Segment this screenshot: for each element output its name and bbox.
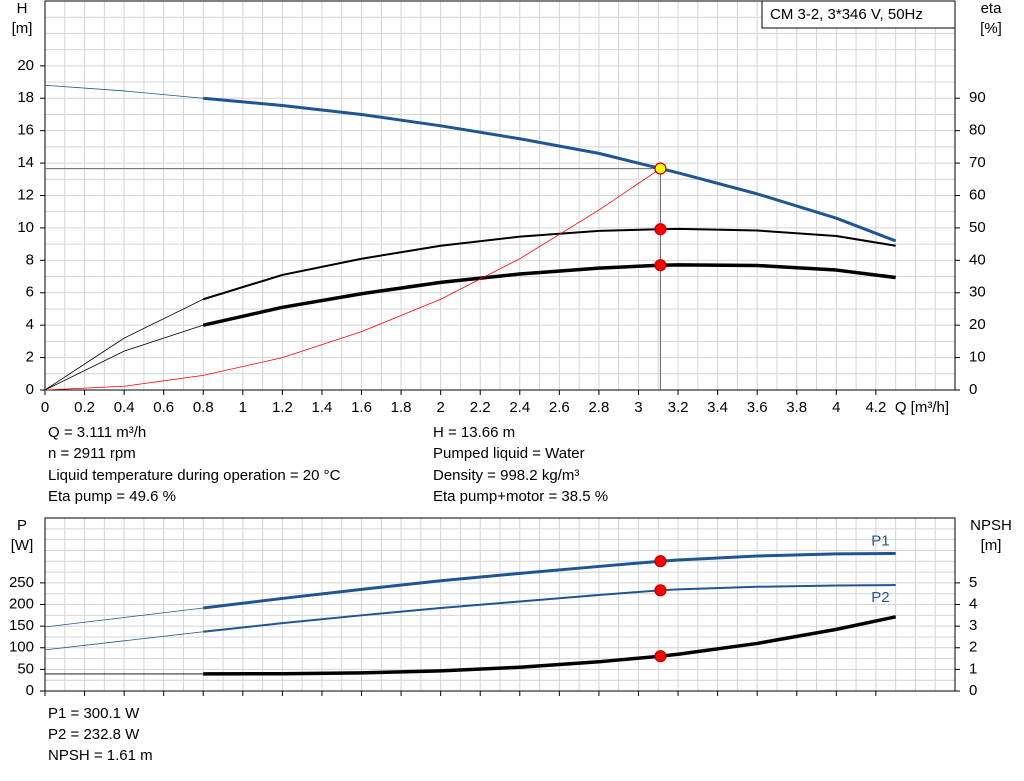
y-axis-unit: [m] — [12, 20, 33, 37]
y2-tick-label: 50 — [969, 219, 986, 236]
x-tick-label: 0.4 — [114, 399, 135, 416]
duty-point — [654, 223, 667, 236]
y2-tick-label: 3 — [969, 617, 977, 634]
y2-axis-label: NPSH — [970, 517, 1012, 534]
info-text: Density = 998.2 kg/m³ — [433, 467, 579, 484]
x-tick-label: 2.6 — [549, 399, 570, 416]
duty-point — [654, 259, 667, 272]
y-tick-label: 8 — [26, 251, 34, 268]
x-tick-label: 0.6 — [153, 399, 174, 416]
y-tick-label: 16 — [17, 122, 34, 139]
y2-tick-label: 90 — [969, 89, 986, 106]
y2-tick-label: 40 — [969, 251, 986, 268]
y-tick-label: 100 — [9, 639, 34, 656]
y-tick-label: 18 — [17, 89, 34, 106]
curve — [202, 263, 896, 327]
y-tick-label: 4 — [26, 316, 34, 333]
x-tick-label: 0.2 — [74, 399, 95, 416]
x-tick-label: 0.8 — [193, 399, 214, 416]
curve-thin — [45, 616, 896, 675]
info-text: Eta pump = 49.6 % — [48, 488, 176, 505]
curve-label: P1 — [871, 532, 889, 549]
info-text: Liquid temperature during operation = 20… — [48, 467, 341, 484]
y-tick-label: 12 — [17, 186, 34, 203]
info-text: Q = 3.111 m³/h — [48, 424, 146, 441]
x-tick-label: 0 — [41, 399, 49, 416]
curve-thin — [44, 553, 896, 628]
y2-tick-label: 20 — [969, 316, 986, 333]
x-tick-label: 4 — [832, 399, 840, 416]
x-tick-label: 3.2 — [668, 399, 689, 416]
y-tick-label: 14 — [17, 154, 34, 171]
x-tick-label: 1.6 — [351, 399, 372, 416]
y2-tick-label: 1 — [969, 660, 977, 677]
y2-axis-label: eta — [981, 0, 1003, 17]
x-tick-label: 1.2 — [272, 399, 293, 416]
curve — [203, 615, 897, 676]
curve-label: P2 — [871, 589, 889, 606]
info-text: Pumped liquid = Water — [433, 445, 585, 462]
y-tick-label: 20 — [17, 57, 34, 74]
y2-tick-label: 5 — [969, 574, 977, 591]
x-axis-label: Q [m³/h] — [895, 399, 949, 416]
x-tick-label: 1.8 — [391, 399, 412, 416]
duty-point — [654, 650, 667, 663]
curve — [203, 551, 896, 610]
info-text: NPSH = 1.61 m — [48, 747, 153, 764]
y2-tick-label: 70 — [969, 154, 986, 171]
duty-point — [654, 162, 667, 175]
x-tick-label: 1 — [239, 399, 247, 416]
info-text: P2 = 232.8 W — [48, 726, 140, 743]
y-tick-label: 10 — [17, 219, 34, 236]
y2-axis-unit: [m] — [981, 537, 1002, 554]
curve — [203, 584, 896, 633]
y-tick-label: 200 — [9, 595, 34, 612]
y-tick-label: 250 — [9, 574, 34, 591]
x-tick-label: 3.6 — [747, 399, 768, 416]
y2-tick-label: 80 — [969, 122, 986, 139]
duty-point — [654, 584, 667, 597]
y2-tick-label: 30 — [969, 284, 986, 301]
curve-thin — [44, 168, 661, 391]
x-tick-label: 2 — [436, 399, 444, 416]
duty-point — [654, 555, 667, 568]
y-axis-label: H — [17, 0, 28, 17]
legend-text: CM 3-2, 3*346 V, 50Hz — [770, 6, 923, 23]
y2-tick-label: 60 — [969, 186, 986, 203]
y2-tick-label: 10 — [969, 349, 986, 366]
x-tick-label: 4.2 — [865, 399, 886, 416]
y-tick-label: 150 — [9, 617, 34, 634]
y-tick-label: 2 — [26, 349, 34, 366]
x-tick-label: 3.4 — [707, 399, 728, 416]
x-tick-label: 1.4 — [312, 399, 333, 416]
y2-tick-label: 4 — [969, 595, 977, 612]
x-tick-label: 2.4 — [509, 399, 530, 416]
info-text: P1 = 300.1 W — [48, 705, 140, 722]
curve — [203, 96, 897, 243]
y-axis-unit: [W] — [11, 537, 34, 554]
info-text: n = 2911 rpm — [48, 445, 136, 462]
y2-axis-unit: [%] — [980, 20, 1002, 37]
y-tick-label: 0 — [26, 682, 34, 699]
y2-tick-label: 0 — [969, 682, 977, 699]
y-tick-label: 50 — [17, 660, 34, 677]
info-text: Eta pump+motor = 38.5 % — [433, 488, 608, 505]
x-tick-label: 3 — [634, 399, 642, 416]
y-axis-label: P — [17, 517, 27, 534]
legend-box — [761, 0, 956, 29]
y-tick-label: 0 — [26, 381, 34, 398]
y-tick-label: 6 — [26, 284, 34, 301]
x-tick-label: 3.8 — [786, 399, 807, 416]
x-tick-label: 2.8 — [588, 399, 609, 416]
info-text: H = 13.66 m — [433, 424, 515, 441]
y2-tick-label: 0 — [969, 381, 977, 398]
y2-tick-label: 2 — [969, 639, 977, 656]
curve — [202, 227, 896, 301]
x-tick-label: 2.2 — [470, 399, 491, 416]
